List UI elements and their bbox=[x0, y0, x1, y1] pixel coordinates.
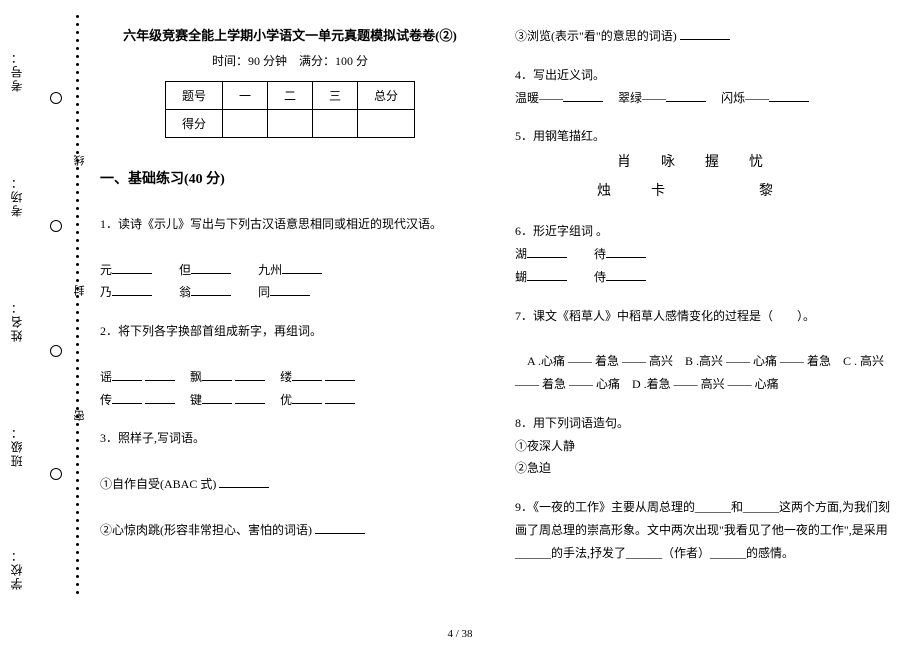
q2: 2．将下列各字换部首组成新字，再组词。 谣 飘 缕 传 键 优 bbox=[100, 320, 480, 411]
q1-text: 1．读诗《示儿》写出与下列古汉语意思相同或相近的现代汉语。 bbox=[100, 217, 442, 231]
th-num: 题号 bbox=[165, 82, 222, 110]
q3-text: 3．照样子,写词语。 bbox=[100, 431, 205, 445]
page-footer: 4 / 38 bbox=[0, 628, 920, 640]
left-column: 六年级竞赛全能上学期小学语文一单元真题模拟试卷卷(②) 时间：90 分钟 满分：… bbox=[100, 25, 480, 581]
field-school: 学校： bbox=[8, 548, 25, 590]
score-table: 题号 一 二 三 总分 得分 bbox=[165, 81, 415, 138]
td-s4 bbox=[358, 110, 415, 138]
th-3: 三 bbox=[313, 82, 358, 110]
chars-row-1: 肖咏握忧 bbox=[515, 148, 895, 179]
td-s3 bbox=[313, 110, 358, 138]
q8-text: 8．用下列词语造句。 bbox=[515, 416, 629, 430]
q7-options: A .心痛 —— 着急 —— 高兴 B .高兴 —— 心痛 —— 着急 C . … bbox=[515, 354, 884, 391]
right-column: ③浏览(表示"看"的意思的词语) 4．写出近义词。 温暖—— 翠绿—— 闪烁——… bbox=[515, 25, 895, 581]
q2-text: 2．将下列各字换部首组成新字，再组词。 bbox=[100, 324, 322, 338]
th-total: 总分 bbox=[358, 82, 415, 110]
th-2: 二 bbox=[267, 82, 312, 110]
q5-text: 5．用钢笔描红。 bbox=[515, 129, 605, 143]
exam-subtitle: 时间：90 分钟 满分：100 分 bbox=[100, 52, 480, 69]
field-room: 考场： bbox=[8, 175, 25, 217]
q7: 7．课文《稻草人》中稻草人感情变化的过程是（ ）。 A .心痛 —— 着急 ——… bbox=[515, 305, 895, 396]
cut-line: 线 bbox=[72, 155, 88, 166]
q4-text: 4．写出近义词。 bbox=[515, 68, 605, 82]
page-content: 六年级竞赛全能上学期小学语文一单元真题模拟试卷卷(②) 时间：90 分钟 满分：… bbox=[100, 25, 910, 581]
q3: 3．照样子,写词语。 ①自作自受(ABAC 式) ②心惊肉跳(形容非常担心、害怕… bbox=[100, 427, 480, 541]
section-1-header: 一、基础练习(40 分) bbox=[100, 168, 480, 188]
q1: 1．读诗《示儿》写出与下列古汉语意思相同或相近的现代汉语。 元 但 九州 乃 翁… bbox=[100, 213, 480, 304]
td-s1 bbox=[222, 110, 267, 138]
td-score-label: 得分 bbox=[165, 110, 222, 138]
field-examno: 考号： bbox=[8, 50, 25, 92]
td-s2 bbox=[267, 110, 312, 138]
q8-b: ②急迫 bbox=[515, 461, 551, 475]
chars-row-2: 烛卡 黎 bbox=[515, 179, 895, 204]
field-class: 班级： bbox=[8, 425, 25, 467]
field-name: 姓名： bbox=[8, 300, 25, 342]
q9: 9．《一夜的工作》主要从周总理的______和______这两个方面,为我们刻画… bbox=[515, 496, 895, 564]
q5: 5．用钢笔描红。 肖咏握忧 烛卡 黎 bbox=[515, 125, 895, 204]
cut-seal: 封 bbox=[72, 285, 88, 296]
q3c: ③浏览(表示"看"的意思的词语) bbox=[515, 25, 895, 48]
th-1: 一 bbox=[222, 82, 267, 110]
q6-text: 6．形近字组词 。 bbox=[515, 224, 608, 238]
binding-margin: // handled below after data load 考号： 考场：… bbox=[0, 0, 85, 600]
q8-a: ①夜深人静 bbox=[515, 439, 575, 453]
cut-secret: 密 bbox=[72, 410, 88, 421]
q8: 8．用下列词语造句。 ①夜深人静 ②急迫 bbox=[515, 412, 895, 480]
q7-text: 7．课文《稻草人》中稻草人感情变化的过程是（ ）。 bbox=[515, 309, 815, 323]
q4: 4．写出近义词。 温暖—— 翠绿—— 闪烁—— bbox=[515, 64, 895, 110]
exam-title: 六年级竞赛全能上学期小学语文一单元真题模拟试卷卷(②) bbox=[100, 25, 480, 44]
q6: 6．形近字组词 。 湖 待 蝴 侍 bbox=[515, 220, 895, 288]
